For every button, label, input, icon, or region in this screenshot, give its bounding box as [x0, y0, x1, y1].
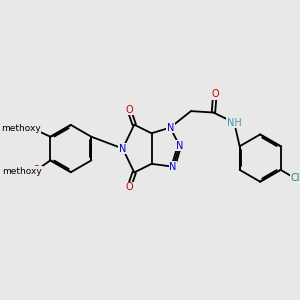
Text: methoxy: methoxy — [1, 124, 41, 133]
Text: N: N — [119, 144, 126, 154]
Text: N: N — [167, 122, 174, 133]
Text: O: O — [125, 105, 133, 115]
Text: O: O — [125, 182, 133, 192]
Text: N: N — [169, 162, 177, 172]
Text: O: O — [33, 165, 40, 175]
Text: methoxy: methoxy — [2, 167, 42, 176]
Text: NH: NH — [227, 118, 242, 128]
Text: Cl: Cl — [290, 173, 300, 183]
Text: N: N — [176, 141, 183, 151]
Text: O: O — [211, 89, 219, 99]
Text: O: O — [32, 125, 39, 135]
